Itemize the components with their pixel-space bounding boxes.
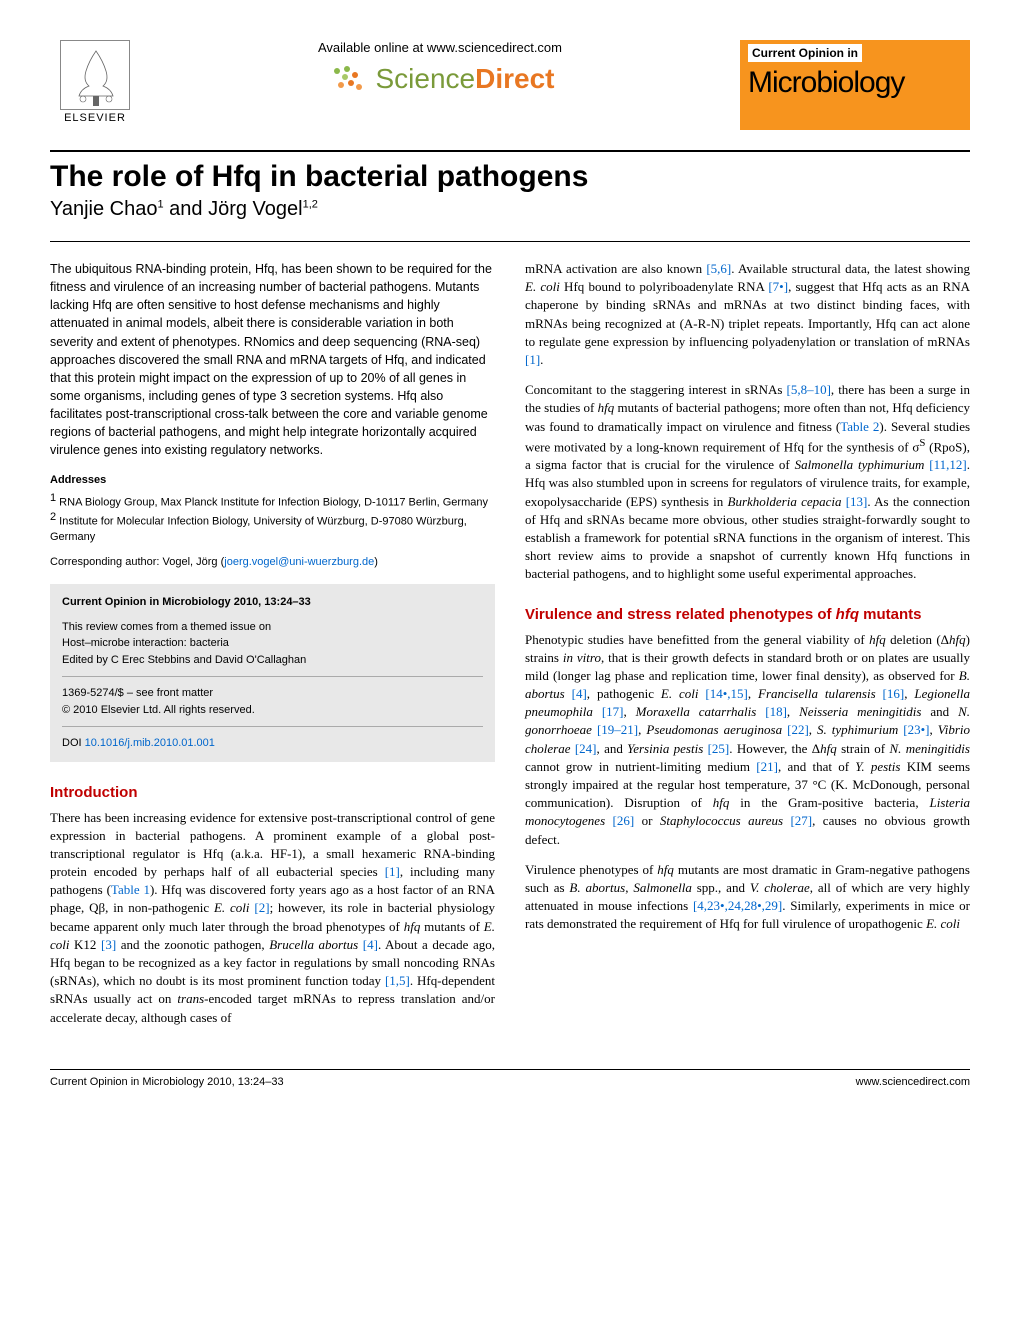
journal-box: Current Opinion in Microbiology: [740, 40, 970, 130]
ref-link[interactable]: [1]: [385, 864, 400, 879]
ref-link[interactable]: [4,23•,24,28•,29]: [693, 898, 782, 913]
intro-paragraph-1: There has been increasing evidence for e…: [50, 809, 495, 1027]
ref-link[interactable]: [4]: [565, 686, 587, 701]
elsevier-tree-icon: [60, 40, 130, 110]
copyright-line: © 2010 Elsevier Ltd. All rights reserved…: [62, 702, 483, 719]
meta-divider-1: [62, 676, 483, 677]
footer-left: Current Opinion in Microbiology 2010, 13…: [50, 1076, 284, 1088]
table-link[interactable]: Table 1: [111, 882, 150, 897]
ref-link[interactable]: [5,8–10]: [786, 382, 830, 397]
elsevier-logo: ELSEVIER: [50, 40, 140, 124]
ref-link[interactable]: [1,5]: [385, 973, 410, 988]
sciencedirect-logo: ScienceDirect: [140, 63, 740, 95]
header-row: ELSEVIER Available online at www.science…: [50, 40, 970, 130]
center-header: Available online at www.sciencedirect.co…: [140, 40, 740, 95]
ref-link[interactable]: [11,12]: [924, 457, 966, 472]
corresponding-author: Corresponding author: Vogel, Jörg (joerg…: [50, 555, 495, 570]
available-online-text: Available online at www.sciencedirect.co…: [140, 40, 740, 55]
ref-link[interactable]: [2]: [250, 900, 270, 915]
heading-virulence: Virulence and stress related phenotypes …: [525, 604, 970, 625]
table-link[interactable]: Table 2: [840, 419, 879, 434]
authors: Yanjie Chao1 and Jörg Vogel1,2: [50, 198, 970, 221]
article-title: The role of Hfq in bacterial pathogens: [50, 160, 970, 194]
right-column: mRNA activation are also known [5,6]. Av…: [525, 260, 970, 1039]
left-column: The ubiquitous RNA-binding protein, Hfq,…: [50, 260, 495, 1039]
sciencedirect-dots-icon: [326, 64, 366, 94]
ref-link[interactable]: [18]: [756, 704, 787, 719]
meta-divider-2: [62, 726, 483, 727]
ref-link[interactable]: [24]: [570, 741, 596, 756]
addresses-label: Addresses: [50, 473, 495, 488]
ref-link[interactable]: [21]: [756, 759, 778, 774]
issn-line: 1369-5274/$ – see front matter: [62, 685, 483, 702]
address-1: 1 RNA Biology Group, Max Planck Institut…: [50, 491, 495, 511]
address-2: 2 Institute for Molecular Infection Biol…: [50, 510, 495, 544]
abstract: The ubiquitous RNA-binding protein, Hfq,…: [50, 260, 495, 459]
ref-link[interactable]: [19–21]: [592, 722, 638, 737]
citation: Current Opinion in Microbiology 2010, 13…: [62, 594, 483, 611]
doi-link[interactable]: 10.1016/j.mib.2010.01.001: [85, 737, 215, 749]
two-column-body: The ubiquitous RNA-binding protein, Hfq,…: [50, 241, 970, 1039]
themed-line-2: Host–microbe interaction: bacteria: [62, 635, 483, 652]
themed-line-1: This review comes from a themed issue on: [62, 619, 483, 636]
virulence-paragraph-1: Phenotypic studies have benefitted from …: [525, 631, 970, 849]
elsevier-label: ELSEVIER: [64, 112, 126, 124]
ref-link[interactable]: [16]: [876, 686, 905, 701]
ref-link[interactable]: [5,6]: [706, 261, 731, 276]
ref-link[interactable]: [14•,15]: [698, 686, 747, 701]
ref-link[interactable]: [3]: [101, 937, 116, 952]
ref-link[interactable]: [27]: [783, 813, 812, 828]
doi-line: DOI 10.1016/j.mib.2010.01.001: [62, 735, 483, 752]
virulence-paragraph-2: Virulence phenotypes of hfq mutants are …: [525, 861, 970, 934]
meta-box: Current Opinion in Microbiology 2010, 13…: [50, 584, 495, 762]
email-link[interactable]: joerg.vogel@uni-wuerzburg.de: [224, 556, 374, 568]
footer-right: www.sciencedirect.com: [856, 1076, 970, 1088]
ref-link[interactable]: [23•]: [898, 722, 929, 737]
col2-paragraph-1: mRNA activation are also known [5,6]. Av…: [525, 260, 970, 369]
ref-link[interactable]: [7•]: [768, 279, 788, 294]
journal-name: Microbiology: [748, 66, 962, 100]
ref-link[interactable]: [26]: [605, 813, 634, 828]
sciencedirect-text: ScienceDirect: [376, 63, 555, 95]
ref-link[interactable]: [22]: [782, 722, 809, 737]
ref-link[interactable]: [17]: [593, 704, 624, 719]
ref-link[interactable]: [1]: [525, 352, 540, 367]
journal-series-label: Current Opinion in: [748, 44, 862, 62]
ref-link[interactable]: [4]: [358, 937, 378, 952]
ref-link[interactable]: [13]: [842, 494, 868, 509]
ref-link[interactable]: [25]: [703, 741, 729, 756]
edited-by: Edited by C Erec Stebbins and David O'Ca…: [62, 652, 483, 669]
footer-bar: Current Opinion in Microbiology 2010, 13…: [50, 1069, 970, 1088]
heading-introduction: Introduction: [50, 782, 495, 803]
col2-paragraph-2: Concomitant to the staggering interest i…: [525, 381, 970, 583]
title-section: The role of Hfq in bacterial pathogens Y…: [50, 150, 970, 221]
